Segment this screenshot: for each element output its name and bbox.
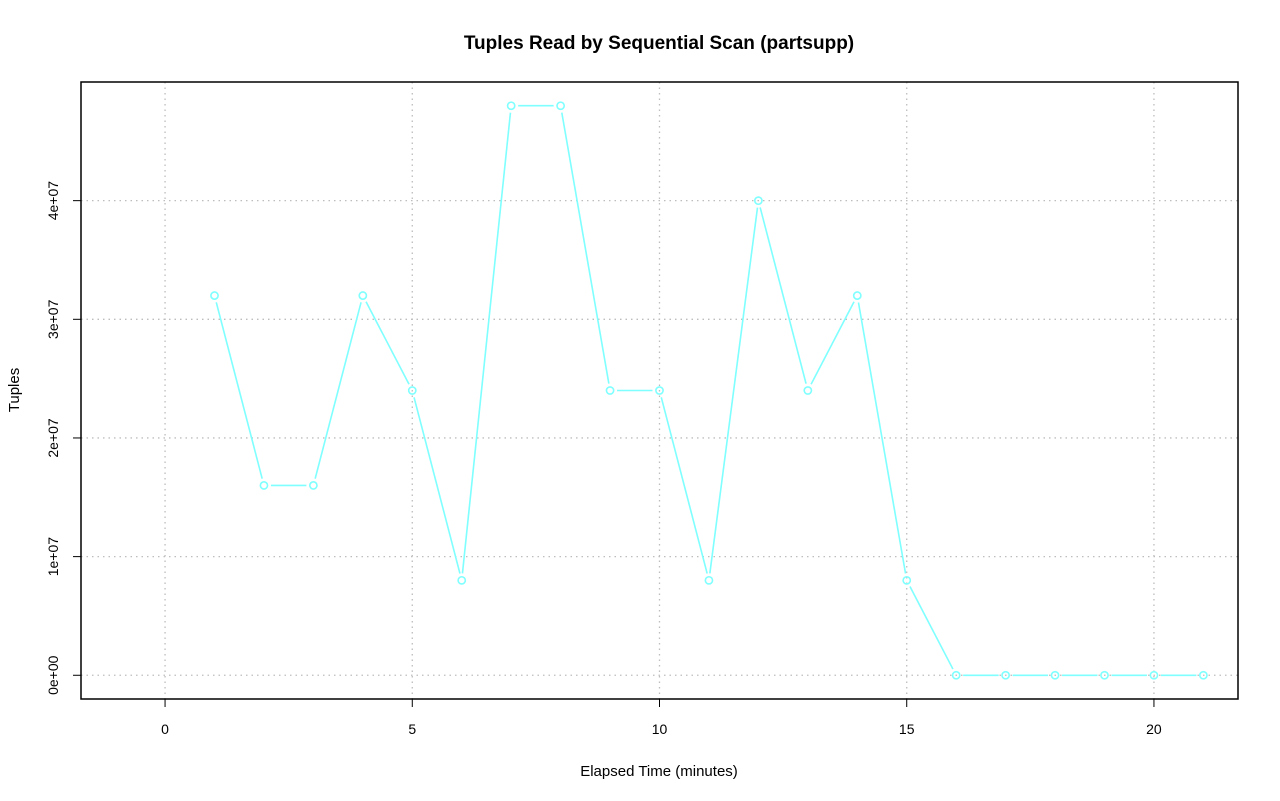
data-point: [803, 386, 813, 395]
series-segment: [857, 302, 907, 574]
data-point: [1050, 670, 1060, 680]
data-point: [655, 386, 664, 395]
x-axis-label: Elapsed Time (minutes): [580, 763, 738, 780]
data-point: [259, 481, 269, 490]
series-segment: [759, 207, 807, 384]
data-point: [605, 386, 615, 395]
series-segment: [215, 302, 263, 479]
x-tick-label: 10: [652, 721, 668, 737]
data-point: [308, 481, 318, 490]
data-point: [457, 575, 467, 585]
series-segment: [314, 302, 362, 479]
data-point: [556, 101, 566, 111]
x-tick-label: 5: [408, 721, 416, 737]
data-point: [902, 575, 912, 585]
data-point: [1001, 670, 1011, 680]
data-point: [704, 575, 714, 585]
data-point: [753, 196, 763, 206]
y-tick-label: 0e+00: [45, 655, 61, 695]
series-segment: [561, 112, 610, 384]
x-tick-label: 15: [899, 721, 915, 737]
series-segment: [365, 301, 410, 385]
data-point: [951, 670, 961, 680]
series-segment: [461, 112, 512, 574]
series-segment: [660, 397, 708, 574]
y-tick-label: 2e+07: [45, 418, 61, 458]
x-tick-label: 0: [161, 721, 169, 737]
series-group: [210, 101, 1208, 680]
data-point: [358, 291, 368, 300]
grid: [81, 82, 1238, 699]
data-point: [407, 386, 417, 395]
data-point: [852, 291, 862, 300]
data-point: [1198, 670, 1208, 680]
data-point: [506, 101, 516, 111]
data-point: [1149, 670, 1159, 680]
data-point: [210, 291, 219, 300]
series-segment: [413, 397, 461, 574]
y-axis-label: Tuples: [6, 368, 23, 412]
data-point: [1100, 670, 1109, 680]
x-tick-label: 20: [1146, 721, 1162, 737]
chart-title: Tuples Read by Sequential Scan (partsupp…: [464, 33, 854, 54]
series-segment: [709, 207, 759, 574]
series-segment: [909, 586, 954, 670]
series-segment: [810, 301, 855, 385]
y-tick-label: 4e+07: [45, 181, 61, 221]
axes: 0 5 10 15 20 0e+00 1e+07 2e+07 3e+07 4e+07: [45, 181, 1162, 737]
y-tick-label: 1e+07: [45, 537, 61, 577]
y-tick-label: 3e+07: [45, 299, 61, 339]
